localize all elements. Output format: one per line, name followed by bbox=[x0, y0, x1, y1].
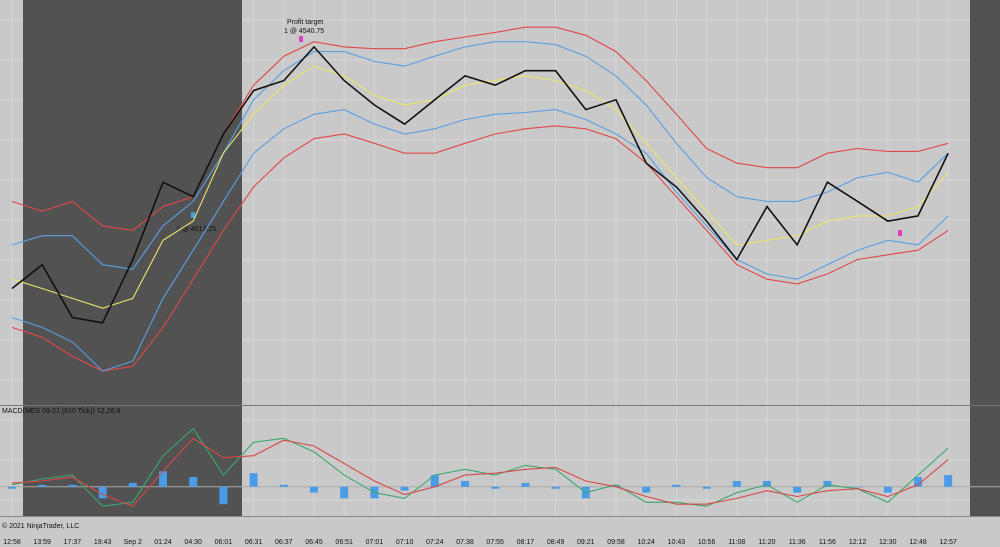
histogram-bar bbox=[914, 477, 922, 487]
session-shade bbox=[23, 0, 242, 516]
trade-marker bbox=[898, 230, 902, 236]
annotation: 1 @ 4513.25 bbox=[176, 226, 216, 233]
trade-marker bbox=[299, 36, 303, 42]
histogram-bar bbox=[279, 484, 288, 487]
histogram-bar bbox=[38, 484, 47, 487]
histogram-bar bbox=[159, 471, 167, 487]
x-tick-label: 06:01 bbox=[215, 539, 233, 546]
histogram-bar bbox=[732, 480, 741, 487]
series-line bbox=[11, 26, 949, 231]
x-tick-label: 07:10 bbox=[396, 539, 414, 546]
x-tick-label: 06:51 bbox=[335, 539, 353, 546]
histogram-bar bbox=[249, 473, 258, 487]
x-tick-label: 12:30 bbox=[879, 539, 897, 546]
series-line bbox=[11, 65, 949, 309]
session-shade bbox=[970, 0, 1000, 516]
x-tick-label: 01:24 bbox=[154, 539, 172, 546]
histogram-bar bbox=[189, 477, 198, 487]
histogram-bar bbox=[823, 480, 832, 487]
histogram-bar bbox=[8, 486, 16, 489]
x-tick-label: 06:31 bbox=[245, 539, 263, 546]
series-line bbox=[11, 125, 949, 372]
indicator-label: MACD(MES 09-21 (610 Tick)) 12,26,9 bbox=[2, 408, 120, 415]
x-tick-label: 07:38 bbox=[456, 539, 474, 546]
histogram-bar bbox=[430, 475, 439, 487]
histogram-bar bbox=[853, 486, 862, 488]
x-tick-label: 11:36 bbox=[789, 539, 806, 546]
histogram-bar bbox=[128, 482, 137, 487]
x-tick-label: 11:56 bbox=[819, 539, 836, 546]
x-tick-label: 10:56 bbox=[698, 539, 716, 546]
trade-marker bbox=[191, 212, 195, 218]
x-tick-label: 17:37 bbox=[64, 539, 82, 546]
series-line bbox=[11, 437, 949, 507]
series-line bbox=[11, 45, 949, 324]
histogram-bar bbox=[883, 486, 892, 493]
x-tick-label: 12:48 bbox=[909, 539, 927, 546]
histogram-bar bbox=[642, 486, 651, 493]
x-tick-label: 08:17 bbox=[517, 539, 535, 546]
x-tick-label: 09:21 bbox=[577, 539, 595, 546]
series-line bbox=[11, 109, 949, 372]
x-tick-label: 11:08 bbox=[728, 539, 745, 546]
x-tick-label: Sep 2 bbox=[124, 539, 142, 546]
x-tick-label: 12:57 bbox=[939, 539, 957, 546]
x-tick-label: 04:30 bbox=[184, 539, 202, 546]
histogram-bar bbox=[793, 486, 802, 493]
copyright: © 2021 NinjaTrader, LLC bbox=[2, 522, 79, 530]
x-tick-label: 08:49 bbox=[547, 539, 565, 546]
histogram-bar bbox=[310, 486, 318, 493]
series-line bbox=[11, 41, 949, 270]
annotation: Profit target bbox=[287, 19, 323, 26]
histogram-bar bbox=[219, 486, 228, 505]
x-tick-label: 06:45 bbox=[305, 539, 323, 546]
histogram-bar bbox=[491, 486, 500, 489]
histogram-bar bbox=[98, 486, 107, 499]
x-tick-label: 13:59 bbox=[33, 539, 51, 546]
histogram-bar bbox=[672, 484, 681, 487]
histogram-bar bbox=[340, 486, 349, 499]
histogram-bar bbox=[68, 484, 77, 487]
histogram-bar bbox=[763, 480, 771, 487]
x-tick-label: 19:43 bbox=[94, 539, 112, 546]
histogram-bar bbox=[551, 486, 560, 489]
x-tick-label: 12:12 bbox=[849, 539, 867, 546]
x-tick-label: 06:37 bbox=[275, 539, 293, 546]
histogram-bar bbox=[944, 475, 953, 487]
annotation: 1 @ 4540.75 bbox=[284, 28, 324, 35]
x-tick-label: 07:24 bbox=[426, 539, 444, 546]
histogram-bar bbox=[612, 484, 620, 487]
histogram-bar bbox=[461, 480, 469, 487]
histogram-bar bbox=[521, 482, 530, 487]
histogram-bar bbox=[702, 486, 711, 489]
x-tick-label: 09:58 bbox=[607, 539, 625, 546]
x-tick-label: 07:55 bbox=[486, 539, 504, 546]
x-tick-label: 12:58 bbox=[3, 539, 21, 546]
histogram-bar bbox=[400, 486, 409, 491]
x-tick-label: 10:43 bbox=[668, 539, 686, 546]
series-line bbox=[11, 427, 949, 507]
x-tick-label: 11:20 bbox=[759, 539, 776, 546]
x-tick-label: 10:24 bbox=[637, 539, 655, 546]
x-tick-label: 07:01 bbox=[366, 539, 384, 546]
